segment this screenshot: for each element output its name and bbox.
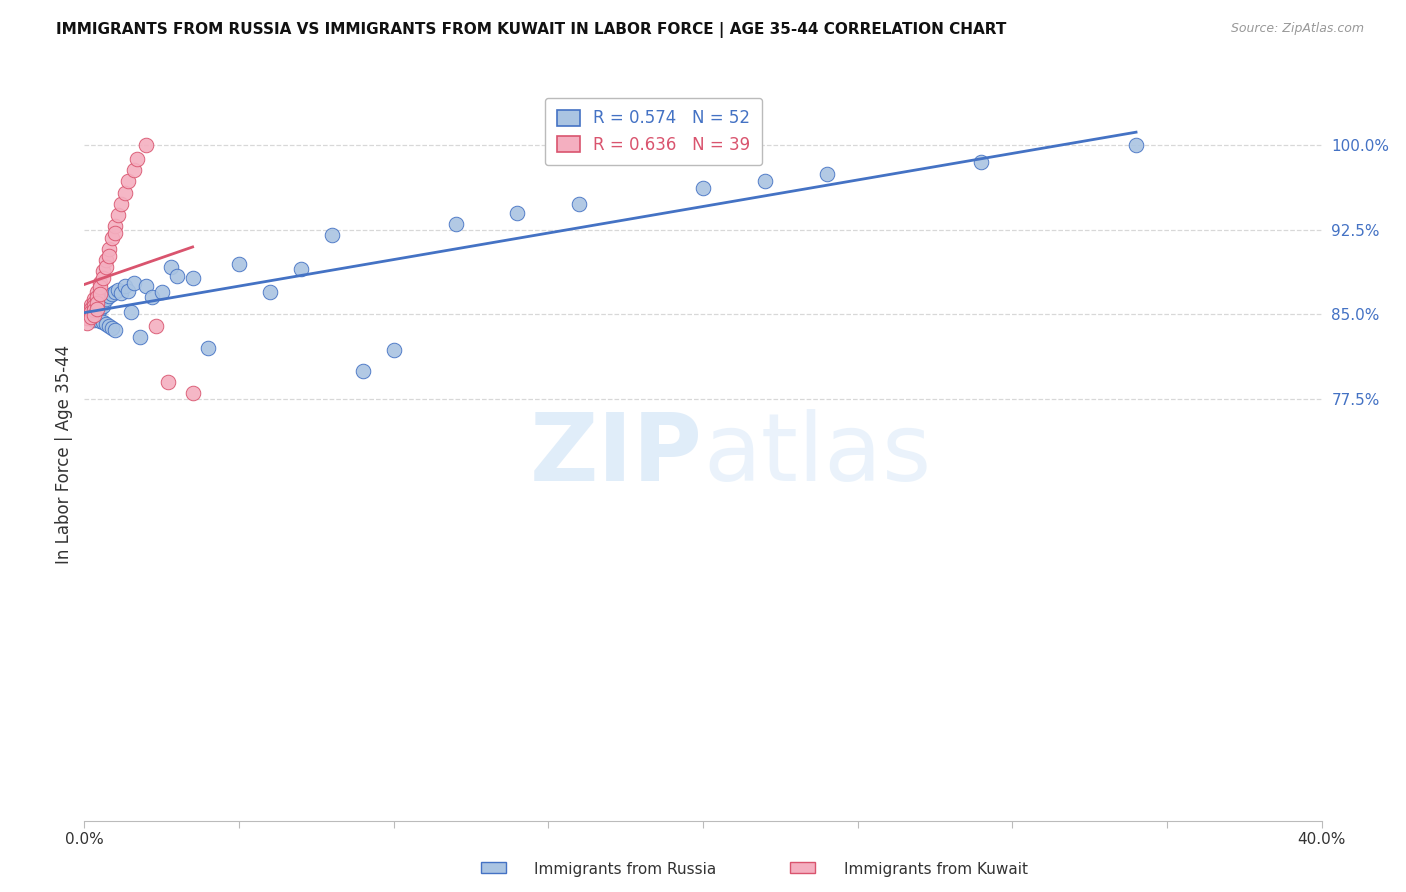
Point bbox=[104, 323, 127, 337]
Point bbox=[91, 264, 114, 278]
Point bbox=[352, 363, 374, 377]
Point bbox=[76, 306, 98, 320]
Point bbox=[1125, 138, 1147, 153]
Point bbox=[94, 253, 117, 268]
Point bbox=[76, 316, 98, 330]
Point bbox=[89, 287, 111, 301]
Text: ZIP: ZIP bbox=[530, 409, 703, 501]
Point bbox=[98, 318, 121, 333]
Point bbox=[101, 231, 124, 245]
Point bbox=[79, 301, 101, 316]
Point bbox=[156, 375, 179, 389]
Point bbox=[150, 285, 173, 299]
Point bbox=[107, 283, 129, 297]
Point bbox=[101, 320, 124, 334]
Point bbox=[83, 292, 105, 306]
Point bbox=[89, 276, 111, 290]
Point bbox=[444, 217, 467, 231]
Point bbox=[259, 285, 281, 299]
Point bbox=[89, 296, 111, 310]
Legend: R = 0.574   N = 52, R = 0.636   N = 39: R = 0.574 N = 52, R = 0.636 N = 39 bbox=[546, 97, 762, 165]
Point bbox=[91, 271, 114, 285]
Point bbox=[86, 290, 108, 304]
Point bbox=[79, 310, 101, 324]
Point bbox=[94, 292, 117, 306]
Point bbox=[83, 313, 105, 327]
Point bbox=[94, 260, 117, 274]
Point bbox=[98, 242, 121, 256]
Point bbox=[89, 301, 111, 316]
Point bbox=[382, 343, 405, 358]
Point bbox=[89, 280, 111, 294]
Point bbox=[89, 314, 111, 328]
Text: Immigrants from Russia: Immigrants from Russia bbox=[534, 863, 717, 877]
Point bbox=[86, 305, 108, 319]
Point bbox=[145, 318, 167, 333]
Point bbox=[83, 302, 105, 317]
Point bbox=[101, 287, 124, 301]
Point bbox=[692, 181, 714, 195]
Point bbox=[83, 301, 105, 315]
Point bbox=[86, 285, 108, 299]
Point bbox=[141, 290, 163, 304]
Point bbox=[166, 268, 188, 283]
Point bbox=[79, 305, 101, 319]
Point bbox=[76, 304, 98, 318]
Point bbox=[110, 285, 132, 300]
Point bbox=[129, 330, 152, 344]
Point bbox=[135, 138, 157, 153]
Point bbox=[290, 262, 312, 277]
Point bbox=[815, 167, 838, 181]
Point bbox=[79, 298, 101, 312]
Point bbox=[104, 219, 127, 234]
Point bbox=[114, 186, 136, 200]
Point bbox=[568, 197, 591, 211]
Point bbox=[970, 155, 993, 169]
Text: Source: ZipAtlas.com: Source: ZipAtlas.com bbox=[1230, 22, 1364, 36]
Point bbox=[91, 299, 114, 313]
Point bbox=[79, 301, 101, 316]
Point bbox=[228, 257, 250, 271]
Point bbox=[197, 341, 219, 355]
Point bbox=[117, 174, 139, 188]
Point bbox=[181, 386, 204, 401]
Point bbox=[125, 152, 148, 166]
Point bbox=[107, 208, 129, 222]
Point bbox=[86, 310, 108, 325]
Point bbox=[76, 310, 98, 325]
Point bbox=[76, 307, 98, 321]
Point bbox=[83, 309, 105, 323]
Point bbox=[114, 279, 136, 293]
Point bbox=[122, 163, 145, 178]
Point bbox=[91, 293, 114, 308]
Point bbox=[79, 310, 101, 324]
Point bbox=[83, 307, 105, 321]
Point bbox=[120, 305, 142, 319]
Point bbox=[321, 228, 343, 243]
Y-axis label: In Labor Force | Age 35-44: In Labor Force | Age 35-44 bbox=[55, 345, 73, 565]
Point bbox=[86, 296, 108, 310]
Point bbox=[83, 296, 105, 310]
Point bbox=[122, 276, 145, 290]
Point bbox=[91, 315, 114, 329]
Point bbox=[754, 174, 776, 188]
Text: Immigrants from Kuwait: Immigrants from Kuwait bbox=[844, 863, 1028, 877]
Point bbox=[98, 289, 121, 303]
Point bbox=[506, 206, 529, 220]
Point bbox=[110, 197, 132, 211]
Point bbox=[135, 279, 157, 293]
Point bbox=[83, 299, 105, 313]
Point bbox=[86, 301, 108, 316]
Point bbox=[104, 226, 127, 240]
Point bbox=[86, 298, 108, 312]
Point bbox=[76, 304, 98, 318]
Point bbox=[104, 285, 127, 299]
Point bbox=[117, 284, 139, 298]
Text: IMMIGRANTS FROM RUSSIA VS IMMIGRANTS FROM KUWAIT IN LABOR FORCE | AGE 35-44 CORR: IMMIGRANTS FROM RUSSIA VS IMMIGRANTS FRO… bbox=[56, 22, 1007, 38]
Point bbox=[160, 260, 183, 274]
Point bbox=[98, 249, 121, 263]
Text: atlas: atlas bbox=[703, 409, 931, 501]
Point bbox=[94, 318, 117, 332]
Point bbox=[181, 271, 204, 285]
